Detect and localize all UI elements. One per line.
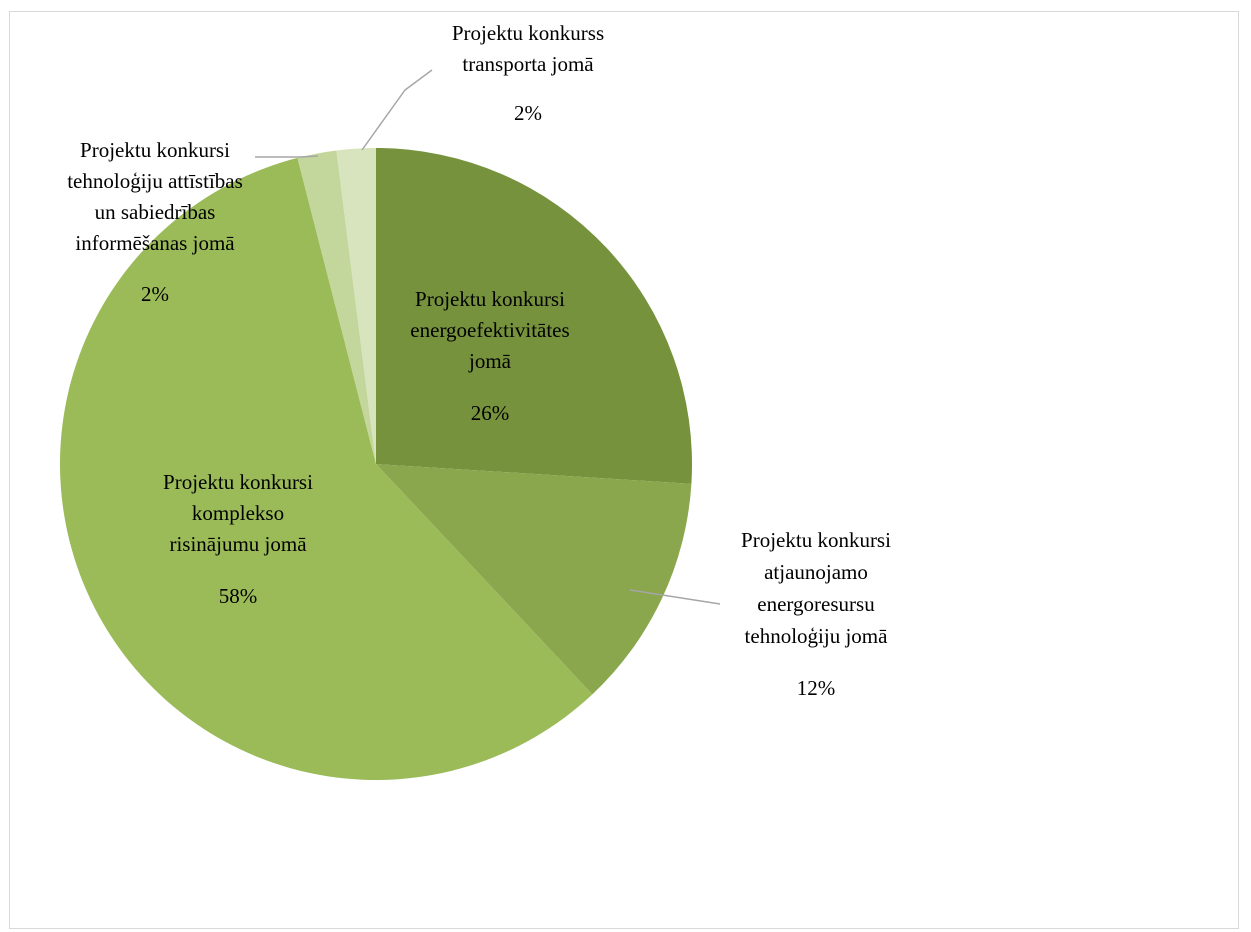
label-line: atjaunojamo <box>764 560 868 584</box>
label-line: komplekso <box>192 501 284 525</box>
label-line: energoresursu <box>757 592 875 616</box>
label-line: jomā <box>468 349 512 373</box>
data-label-1: Projektu konkursi energoefektivitātes jomā… <box>410 287 569 425</box>
leader-line-5 <box>361 69 433 151</box>
data-label-2: Projektu konkursi atjaunojamo energoresurs… <box>741 528 891 700</box>
label-line: risinājumu jomā <box>169 532 307 556</box>
label-line: transporta jomā <box>462 52 594 76</box>
leader-line-2 <box>629 589 721 605</box>
data-label-4: Projektu konkursi tehnoloģiju attīstības u… <box>67 138 243 306</box>
label-line: energoefektivitātes <box>410 318 569 342</box>
pie-slice-1 <box>376 148 693 484</box>
pie-slice-2 <box>376 464 692 695</box>
percent-label: 12% <box>797 676 836 700</box>
label-line: Projektu konkurss <box>452 21 604 45</box>
percent-label: 2% <box>514 101 542 125</box>
pie-slice-5 <box>336 148 376 464</box>
leader-line-4 <box>255 155 319 158</box>
label-line: un sabiedrības <box>95 200 216 224</box>
label-line: tehnoloģiju jomā <box>745 624 889 648</box>
percent-label: 2% <box>141 282 169 306</box>
pie-slices <box>59 148 693 781</box>
label-line: Projektu konkursi <box>80 138 230 162</box>
pie-slice-4 <box>297 150 376 465</box>
label-line: tehnoloģiju attīstības <box>67 169 243 193</box>
pie-slice-3 <box>59 157 593 781</box>
label-line: Projektu konkursi <box>163 470 313 494</box>
chart-border <box>9 11 1239 929</box>
label-line: Projektu konkursi <box>415 287 565 311</box>
label-line: informēšanas jomā <box>75 231 235 255</box>
data-label-3: Projektu konkursi komplekso risinājumu jom… <box>163 470 313 608</box>
data-label-5: Projektu konkurss transporta jomā 2% <box>452 21 604 125</box>
leader-lines <box>255 69 721 605</box>
percent-label: 58% <box>219 584 258 608</box>
label-line: Projektu konkursi <box>741 528 891 552</box>
percent-label: 26% <box>471 401 510 425</box>
data-labels: Projektu konkursi energoefektivitātes jomā… <box>67 21 891 700</box>
